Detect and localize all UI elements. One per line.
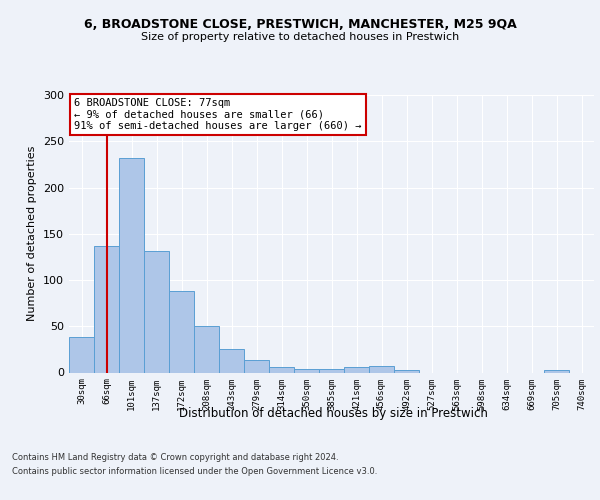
Text: Size of property relative to detached houses in Prestwich: Size of property relative to detached ho… <box>141 32 459 42</box>
Bar <box>169 291 194 372</box>
Bar <box>544 370 569 372</box>
Bar <box>394 370 419 372</box>
Bar <box>94 246 119 372</box>
Text: 6, BROADSTONE CLOSE, PRESTWICH, MANCHESTER, M25 9QA: 6, BROADSTONE CLOSE, PRESTWICH, MANCHEST… <box>83 18 517 30</box>
Bar <box>294 369 319 372</box>
Bar <box>219 350 244 372</box>
Text: Contains public sector information licensed under the Open Government Licence v3: Contains public sector information licen… <box>12 467 377 476</box>
Bar <box>319 369 344 372</box>
Bar <box>119 158 144 372</box>
Bar <box>269 367 294 372</box>
Bar <box>69 338 94 372</box>
Text: Contains HM Land Registry data © Crown copyright and database right 2024.: Contains HM Land Registry data © Crown c… <box>12 454 338 462</box>
Bar <box>244 360 269 372</box>
Bar <box>369 366 394 372</box>
Bar <box>194 326 219 372</box>
Y-axis label: Number of detached properties: Number of detached properties <box>28 146 37 322</box>
Bar <box>144 252 169 372</box>
Text: 6 BROADSTONE CLOSE: 77sqm
← 9% of detached houses are smaller (66)
91% of semi-d: 6 BROADSTONE CLOSE: 77sqm ← 9% of detach… <box>74 98 362 131</box>
Text: Distribution of detached houses by size in Prestwich: Distribution of detached houses by size … <box>179 408 487 420</box>
Bar <box>344 367 369 372</box>
